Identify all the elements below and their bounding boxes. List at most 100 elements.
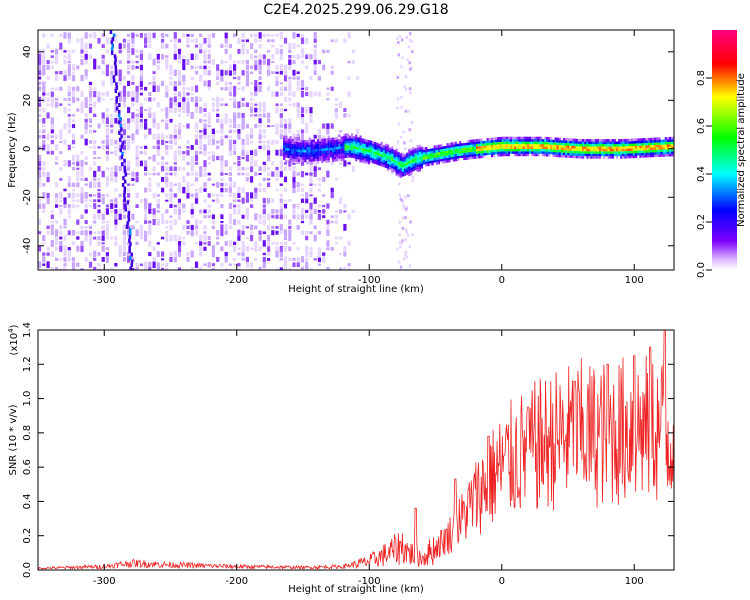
heatmap-cell <box>131 133 135 141</box>
heatmap-cell <box>38 181 42 188</box>
heatmap-ridge-cell <box>391 170 394 174</box>
heatmap-ridge-cell <box>624 148 627 152</box>
heatmap-cell <box>245 150 249 155</box>
heatmap-cell <box>67 129 71 134</box>
heatmap-cell <box>127 39 131 42</box>
heatmap-ridge-cell <box>537 148 540 152</box>
heatmap-ridge-cell <box>592 139 595 142</box>
heatmap-ridge-cell <box>571 140 574 144</box>
heatmap-ridge-cell <box>594 151 597 154</box>
heatmap-ridge-cell <box>420 163 424 167</box>
heatmap-cell <box>148 38 152 44</box>
heatmap-ridge-cell <box>321 143 324 147</box>
heatmap-cell <box>63 256 67 262</box>
heatmap-ridge-cell <box>658 154 661 157</box>
heatmap-cell <box>182 210 186 213</box>
heatmap-ridge-cell <box>656 144 659 148</box>
heatmap-cell <box>190 172 194 176</box>
heatmap-ridge-cell <box>338 156 341 159</box>
heatmap-cell <box>250 128 254 135</box>
heatmap-ridge-cell <box>505 139 508 142</box>
heatmap-ridge-cell <box>351 143 354 146</box>
heatmap-ridge-cell <box>495 147 498 150</box>
heatmap-cell <box>55 193 59 198</box>
heatmap-ridge-cell <box>520 141 523 145</box>
heatmap-cell <box>173 81 177 86</box>
heatmap-ridge-cell <box>635 148 638 151</box>
heatmap-ridge-cell <box>327 138 330 141</box>
heatmap-ridge-cell <box>384 146 388 149</box>
heatmap-cell <box>42 96 46 103</box>
heatmap-cell <box>67 192 71 198</box>
heatmap-ridge-cell <box>582 143 585 147</box>
heatmap-cell <box>152 58 156 66</box>
heatmap-cell <box>105 256 109 263</box>
heatmap-cell <box>105 229 109 236</box>
heatmap-ridge-cell <box>429 151 432 154</box>
heatmap-ridge-cell <box>395 153 398 157</box>
heatmap-ridge-cell <box>312 154 315 157</box>
heatmap-ridge-cell <box>579 143 583 147</box>
heatmap-ridge-cell <box>425 159 428 162</box>
heatmap-ridge-cell <box>616 156 619 159</box>
heatmap-cell <box>275 106 279 114</box>
heatmap-ridge-cell <box>516 148 519 152</box>
heatmap-cell <box>330 192 334 199</box>
heatmap-cell <box>101 245 105 252</box>
heatmap-ridge-cell <box>493 147 496 150</box>
heatmap-cell <box>326 98 330 101</box>
heatmap-ridge-cell <box>554 139 557 143</box>
snr-y-tick-label: 0.2 <box>22 528 33 544</box>
heatmap-cell <box>55 220 59 224</box>
heatmap-ridge-cell <box>546 146 549 150</box>
heatmap-cell <box>67 144 71 151</box>
heatmap-ridge-cell <box>571 145 574 149</box>
heatmap-ridge-cell <box>435 150 438 153</box>
heatmap-ridge-cell <box>599 153 602 157</box>
heatmap-cell <box>211 194 215 197</box>
heatmap-cell <box>55 144 59 151</box>
heatmap-cell <box>46 60 50 65</box>
heatmap-cell <box>55 75 59 81</box>
heatmap-ridge-cell <box>289 141 292 144</box>
heatmap-cell <box>296 225 300 230</box>
heatmap-ridge-cell <box>420 166 424 169</box>
heatmap-cell <box>139 33 143 38</box>
heatmap-cell <box>131 171 135 177</box>
heatmap-cell <box>139 80 143 87</box>
heatmap-cell <box>105 49 109 54</box>
heatmap-cell <box>228 187 232 194</box>
heatmap-ridge-cell <box>393 149 396 153</box>
heatmap-ridge-cell <box>497 149 500 152</box>
heatmap-cell <box>38 167 42 171</box>
heatmap-ridge-cell <box>647 150 650 153</box>
heatmap-y-tick-label: -40 <box>22 238 33 254</box>
heatmap-cell <box>148 128 152 135</box>
heatmap-ridge-cell <box>289 145 292 149</box>
heatmap-cell <box>135 176 139 183</box>
heatmap-ridge-cell <box>429 148 432 152</box>
heatmap-ridge-cell <box>488 145 491 148</box>
heatmap-ridge-cell <box>314 151 318 154</box>
heatmap-cell <box>93 58 97 66</box>
heatmap-ridge-cell <box>300 139 303 143</box>
heatmap-cell <box>182 91 186 98</box>
heatmap-ridge-cell <box>300 154 303 158</box>
heatmap-cell <box>186 161 190 166</box>
heatmap-ridge-cell <box>338 151 341 154</box>
heatmap-cell <box>233 97 237 102</box>
heatmap-cell <box>165 209 169 214</box>
heatmap-cell <box>406 233 410 237</box>
heatmap-cell <box>161 219 165 225</box>
heatmap-cell <box>224 32 228 39</box>
heatmap-cell <box>110 199 114 203</box>
heatmap-cell <box>190 39 194 43</box>
heatmap-ridge-cell <box>308 159 311 162</box>
heatmap-ridge-cell <box>476 148 479 152</box>
heatmap-cell <box>267 124 271 128</box>
heatmap-ridge-cell <box>418 161 421 165</box>
figure-title: C2E4.2025.299.06.29.G18 <box>263 2 448 18</box>
heatmap-cell <box>105 69 109 77</box>
heatmap-ridge-cell <box>302 147 305 151</box>
